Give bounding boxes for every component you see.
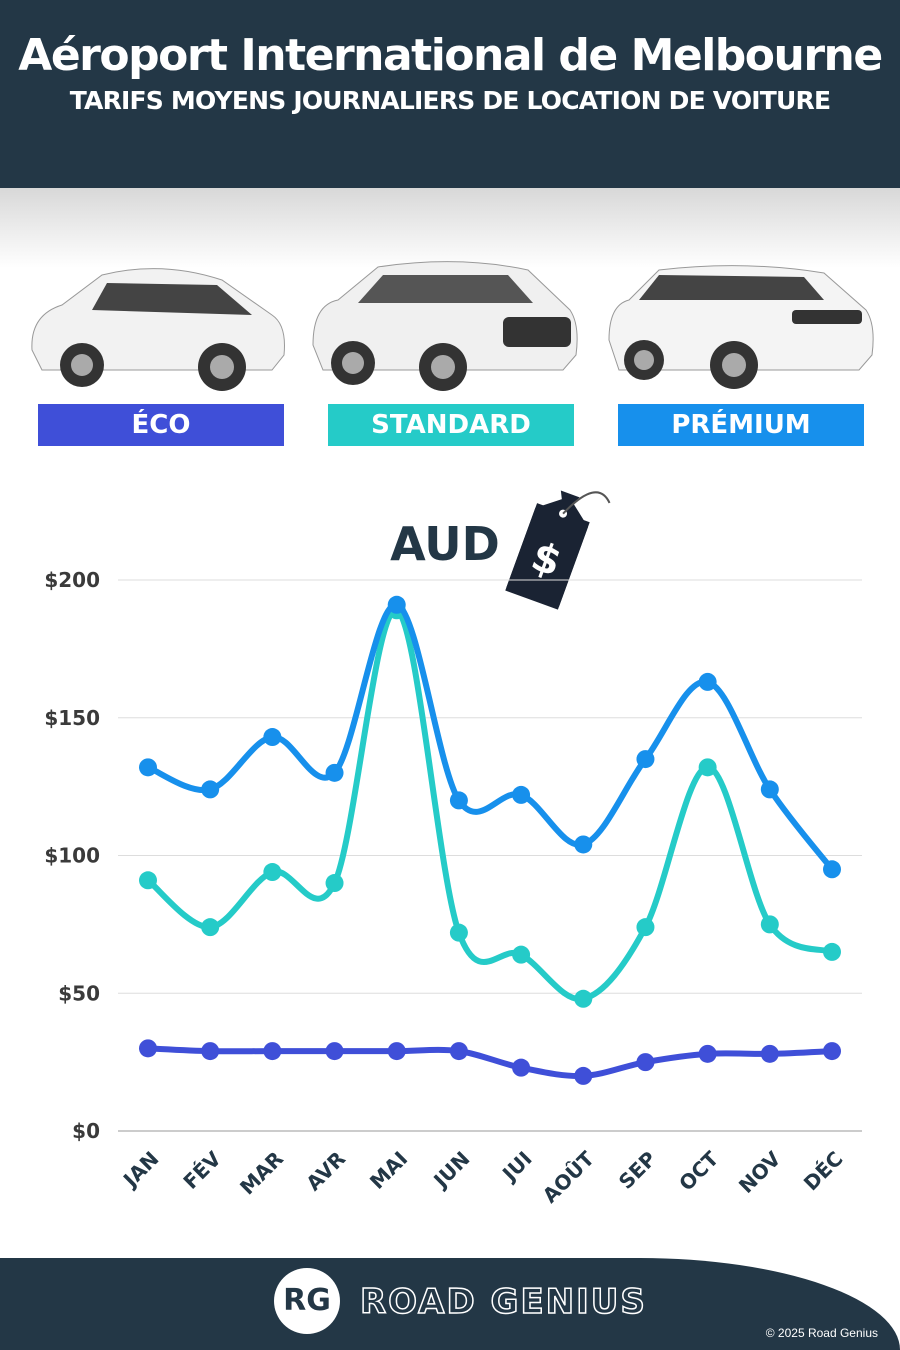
x-tick-label: MAI [365, 1147, 412, 1194]
x-tick-label: AVR [301, 1147, 350, 1196]
data-point [698, 672, 717, 691]
data-point [636, 750, 655, 769]
data-point [387, 1042, 406, 1061]
eco-car-image [31, 268, 285, 391]
road-genius-logo: RG [274, 1268, 340, 1334]
page-subtitle: TARIFS MOYENS JOURNALIERS DE LOCATION DE… [69, 86, 831, 115]
data-point [574, 989, 593, 1008]
premium-label: PRÉMIUM [618, 404, 864, 446]
data-point [201, 918, 220, 937]
data-point [636, 1053, 655, 1072]
x-tick-label: DÉC [799, 1147, 848, 1196]
eco-label: ÉCO [38, 404, 284, 446]
data-point [325, 874, 344, 893]
x-tick-label: AOÛT [538, 1146, 599, 1207]
x-tick-label: FÉV [178, 1146, 226, 1194]
data-point [512, 1058, 531, 1077]
x-tick-label: NOV [734, 1146, 786, 1198]
x-tick-label: JAN [117, 1147, 163, 1193]
data-point [449, 1042, 468, 1061]
data-point [760, 780, 779, 799]
data-point [512, 945, 531, 964]
data-point [760, 915, 779, 934]
header: Aéroport International de Melbourne TARI… [0, 0, 900, 188]
standard-label: STANDARD [328, 404, 574, 446]
data-point [823, 860, 841, 879]
series-line-prémium [145, 601, 835, 873]
data-point [574, 835, 593, 854]
data-point [823, 1042, 841, 1061]
data-point [325, 763, 344, 782]
data-point [139, 758, 157, 777]
standard-car-image [312, 261, 578, 391]
data-point [263, 863, 282, 882]
page-title: Aéroport International de Melbourne [18, 30, 883, 81]
data-point [387, 595, 406, 614]
data-point [823, 942, 841, 961]
chart-title: AUD [390, 517, 500, 571]
data-point [698, 758, 717, 777]
data-point [512, 785, 531, 804]
data-point [574, 1066, 593, 1085]
x-tick-label: JUI [496, 1147, 536, 1187]
line-chart: AUD $ $0 $50 $100 $150 $200 JAN FÉV MAR AVR MAI JU… [44, 490, 862, 1208]
x-tick-label: JUN [427, 1147, 474, 1194]
x-tick-label: MAR [235, 1147, 288, 1200]
data-point [449, 791, 468, 810]
data-point [760, 1044, 779, 1063]
x-tick-label: SEP [614, 1147, 661, 1194]
y-tick-label: $0 [72, 1119, 100, 1143]
series-line-éco [145, 1045, 835, 1079]
data-point [263, 728, 282, 747]
data-point [139, 1039, 157, 1058]
footer [0, 1258, 900, 1350]
data-point [139, 871, 157, 890]
data-point [201, 780, 220, 799]
header-shadow [0, 188, 900, 268]
y-tick-label: $200 [44, 568, 100, 592]
brand-name: ROAD GENIUS [359, 1281, 647, 1323]
copyright: © 2025 Road Genius [765, 1326, 878, 1340]
premium-car-image [608, 265, 874, 389]
data-point [449, 923, 468, 942]
x-tick-label: OCT [674, 1146, 723, 1195]
data-point [263, 1042, 282, 1061]
y-tick-label: $150 [44, 706, 100, 730]
y-tick-label: $50 [58, 981, 100, 1005]
y-tick-label: $100 [44, 844, 100, 868]
data-point [636, 918, 655, 937]
data-point [698, 1044, 717, 1063]
data-point [201, 1042, 220, 1061]
price-tag-icon: $ [505, 490, 611, 610]
data-point [325, 1042, 344, 1061]
